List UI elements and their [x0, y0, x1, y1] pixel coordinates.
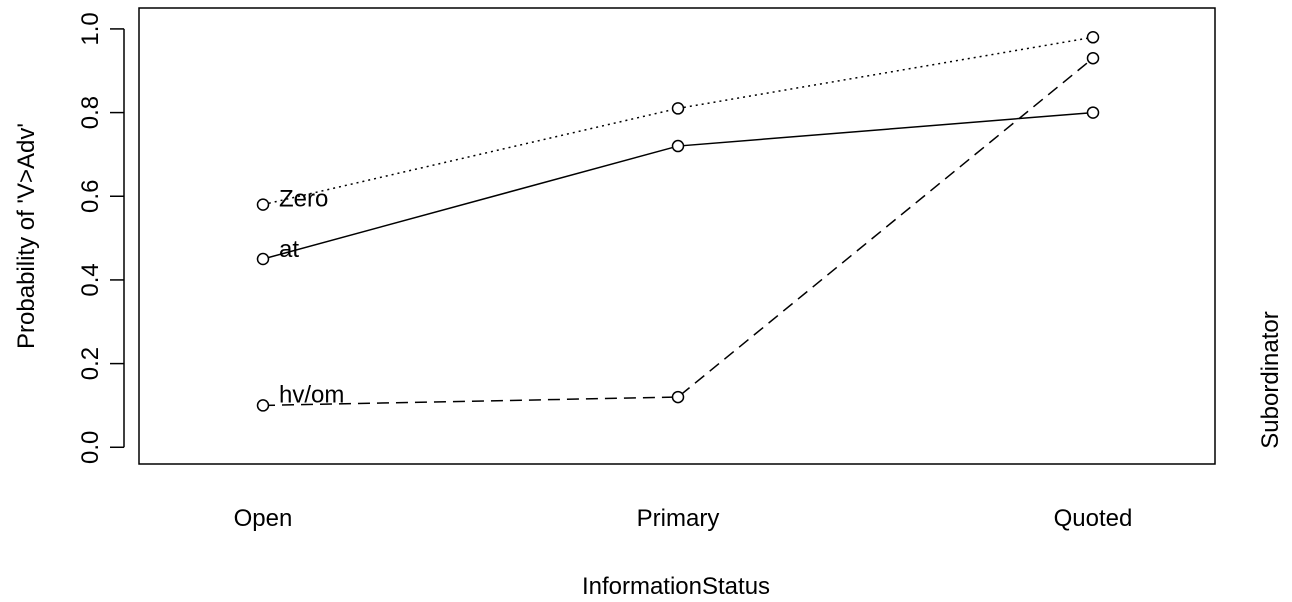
y-tick-label: 0.8 — [77, 96, 104, 129]
x-tick-label: Open — [234, 505, 293, 532]
y-tick-label: 0.4 — [77, 263, 104, 296]
side-axis-title: Subordinator — [1257, 311, 1284, 448]
data-point — [1086, 51, 1100, 65]
series-label: hv/om — [279, 381, 344, 408]
data-point — [671, 139, 685, 153]
x-tick-label: Quoted — [1054, 505, 1133, 532]
series-label: at — [279, 236, 299, 263]
series-line — [262, 57, 1094, 407]
series-layer — [256, 31, 1100, 412]
y-tick-label: 1.0 — [77, 12, 104, 45]
plot-frame — [138, 7, 1216, 465]
series-label-layer: Zero at hv/om — [279, 186, 344, 409]
y-tick-label: 0.0 — [77, 431, 104, 464]
data-point — [256, 198, 270, 211]
data-point — [1086, 31, 1100, 44]
y-axis: 0.0 0.2 0.4 0.6 0.8 1.0 — [77, 12, 125, 464]
y-axis-title: Probability of 'V>Adv' — [13, 123, 40, 349]
data-point — [671, 102, 685, 115]
x-tick-label: Primary — [637, 505, 720, 532]
data-point — [1086, 106, 1100, 119]
series-label: Zero — [279, 186, 328, 213]
data-point — [671, 390, 685, 404]
x-axis: Open Primary Quoted — [234, 505, 1133, 532]
series-line — [262, 111, 1094, 260]
x-axis-title: InformationStatus — [582, 573, 770, 600]
y-tick-label: 0.6 — [77, 180, 104, 213]
data-point — [256, 252, 270, 266]
data-point — [256, 399, 270, 412]
y-tick-label: 0.2 — [77, 347, 104, 380]
series-line — [262, 36, 1094, 206]
